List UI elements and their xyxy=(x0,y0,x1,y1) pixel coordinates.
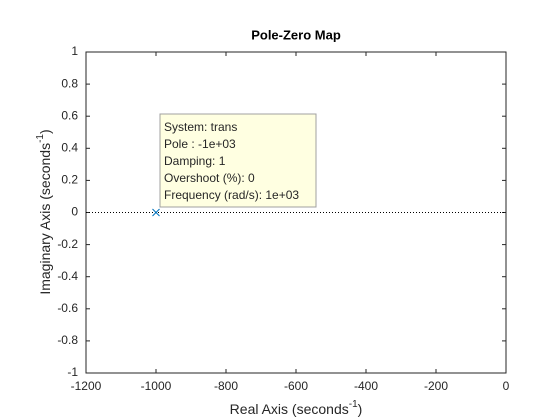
x-tick-label: -1200 xyxy=(71,379,102,393)
y-tick-label: 0 xyxy=(71,205,78,219)
y-tick-label: -0.4 xyxy=(57,269,78,283)
y-tick-label: -1 xyxy=(67,365,78,379)
y-label-sup: -1 xyxy=(35,134,46,143)
y-tick-label: -0.8 xyxy=(57,333,78,347)
y-axis-label: Imaginary Axis (seconds-1) xyxy=(35,129,53,294)
chart-title: Pole-Zero Map xyxy=(251,27,341,42)
x-tick-label: -800 xyxy=(214,379,238,393)
y-label-main: Imaginary Axis (seconds xyxy=(37,143,53,295)
y-tick-label: 0.8 xyxy=(61,76,78,90)
y-tick-label: 0.6 xyxy=(61,108,78,122)
y-label-close: ) xyxy=(37,129,53,134)
x-tick-label: -400 xyxy=(354,379,378,393)
x-tick-label: 0 xyxy=(503,379,510,393)
y-tick-label: 0.4 xyxy=(61,140,78,154)
y-tick-label: -0.2 xyxy=(57,237,78,251)
x-label-main: Real Axis (seconds xyxy=(230,401,349,417)
x-tick-label: -200 xyxy=(424,379,448,393)
datatip-line: Frequency (rad/s): 1e+03 xyxy=(164,188,299,202)
x-label-close: ) xyxy=(358,401,363,417)
x-tick-label: -600 xyxy=(284,379,308,393)
datatip-box xyxy=(159,113,317,208)
y-tick-label: 0.2 xyxy=(61,173,78,187)
x-axis-label: Real Axis (seconds-1) xyxy=(230,399,363,417)
datatip-line: System: trans xyxy=(164,120,237,134)
x-tick-label: -1000 xyxy=(141,379,172,393)
datatip-line: Damping: 1 xyxy=(164,154,226,168)
pole-marker xyxy=(152,208,160,217)
x-label-sup: -1 xyxy=(349,399,358,410)
y-tick-label: -0.6 xyxy=(57,301,78,315)
y-tick-label: 1 xyxy=(71,44,78,58)
datatip-line: Pole : -1e+03 xyxy=(164,137,236,151)
datatip-line: Overshoot (%): 0 xyxy=(164,171,255,185)
